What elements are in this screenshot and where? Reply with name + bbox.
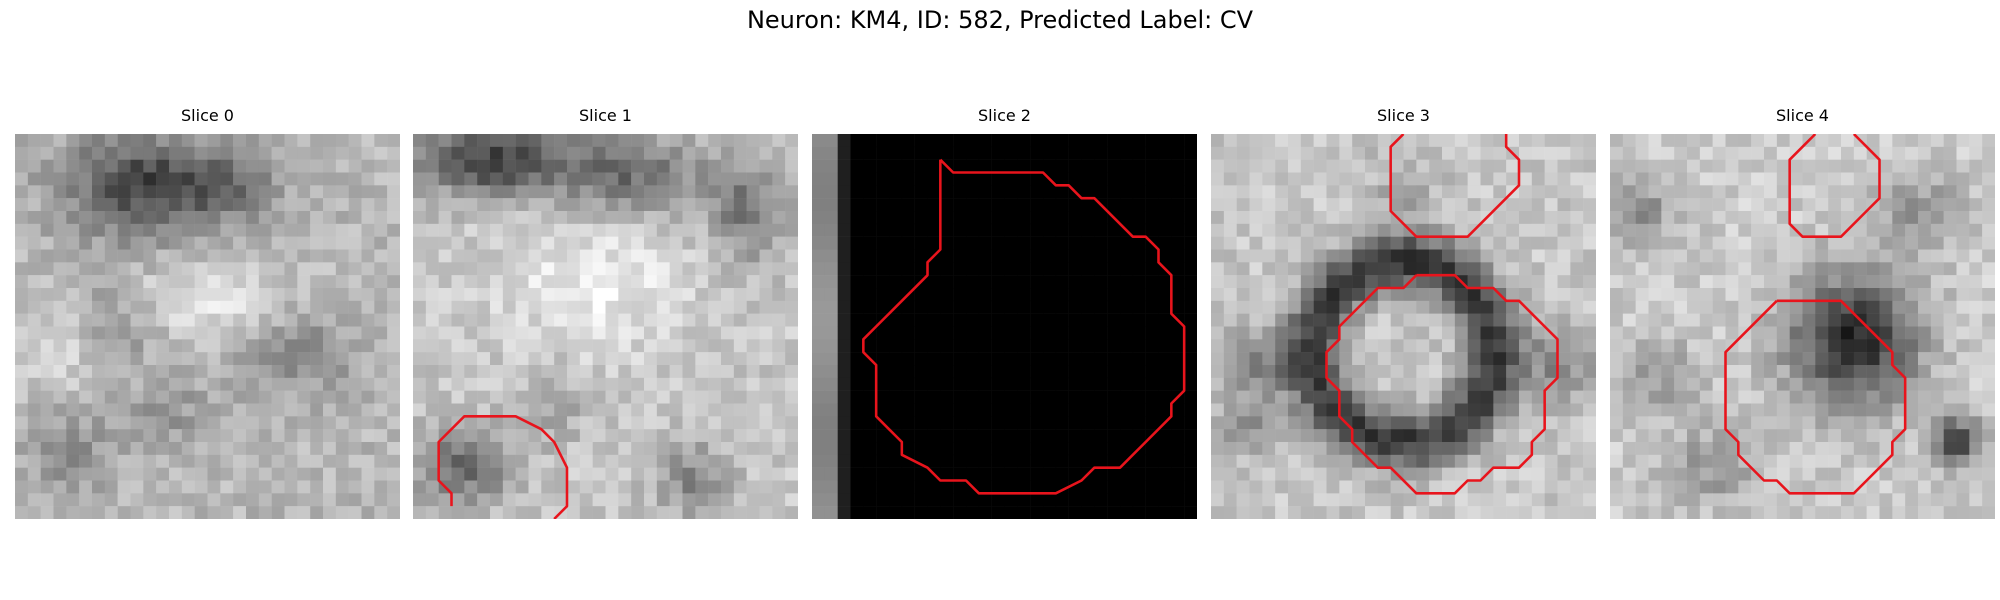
segmentation-contour-slice-2-0 — [862, 158, 1186, 495]
slice-1-image — [413, 134, 798, 519]
segmentation-contour-slice-1-0 — [437, 415, 569, 519]
slice-2-image — [812, 134, 1197, 519]
panel-title-slice-2: Slice 2 — [978, 106, 1031, 125]
slice-3-image — [1211, 134, 1596, 519]
segmentation-contour-slice-3-0 — [1389, 134, 1521, 238]
panel-title-slice-1: Slice 1 — [579, 106, 632, 125]
segmentation-contour-slice-4-0 — [1788, 134, 1881, 238]
segmentation-contour-slice-4-1 — [1724, 299, 1907, 495]
slice-0-image — [15, 134, 400, 519]
segmentation-contour-slice-3-1 — [1325, 273, 1559, 495]
panel-title-slice-4: Slice 4 — [1776, 106, 1829, 125]
slice-4-image — [1610, 134, 1995, 519]
figure-title: Neuron: KM4, ID: 582, Predicted Label: C… — [746, 6, 1254, 34]
panel-title-slice-0: Slice 0 — [181, 106, 234, 125]
panel-title-slice-3: Slice 3 — [1377, 106, 1430, 125]
